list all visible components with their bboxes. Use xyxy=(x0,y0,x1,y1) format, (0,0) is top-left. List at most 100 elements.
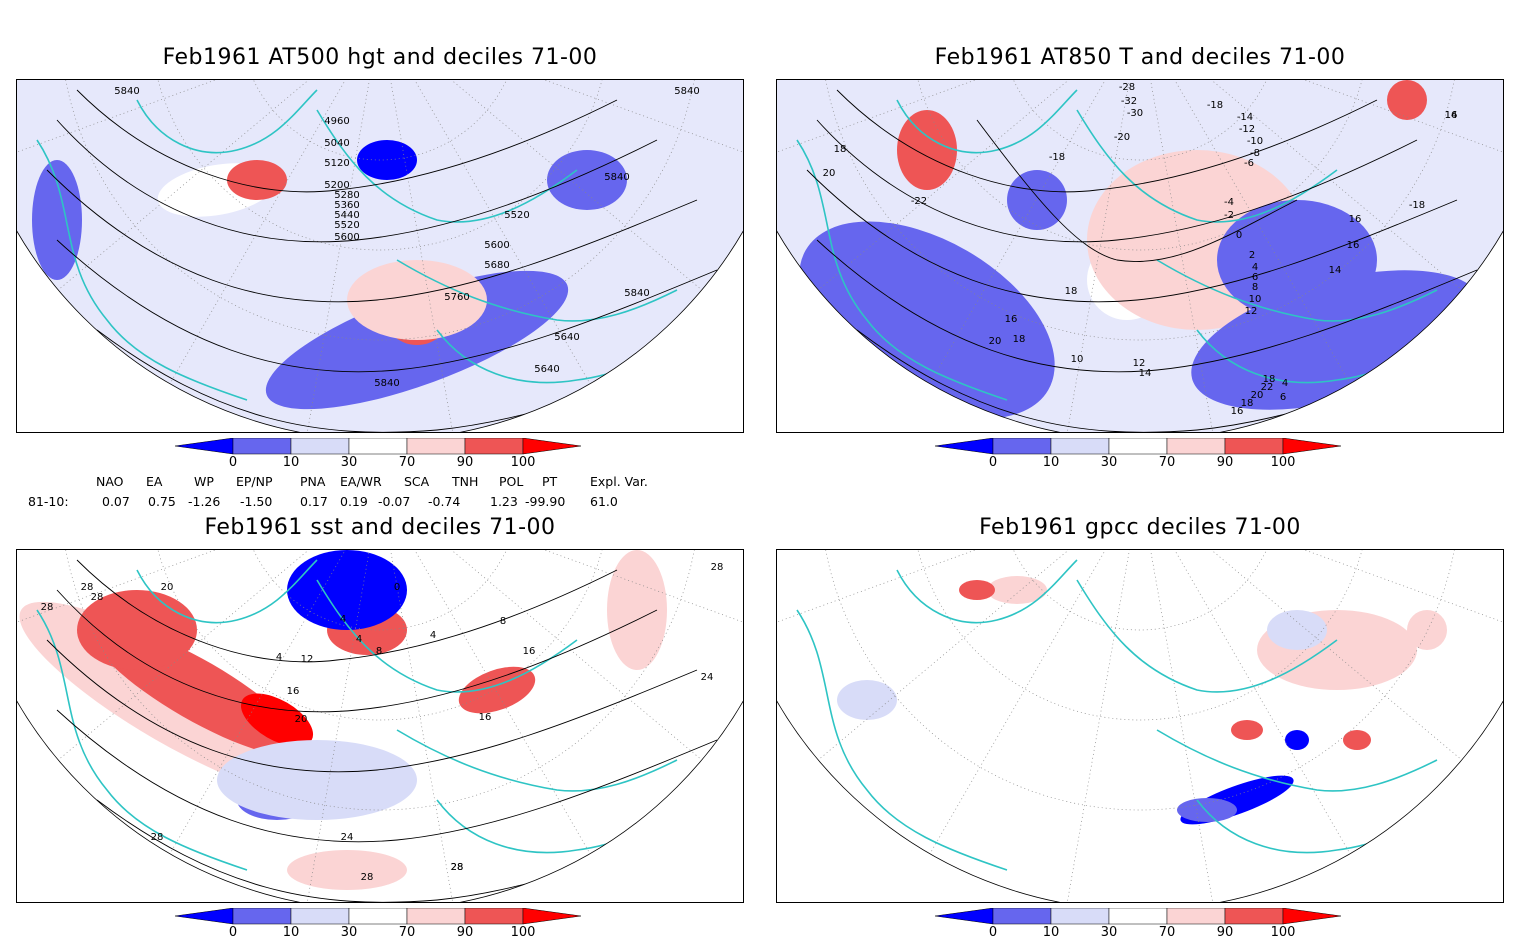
contour-label: 4960 xyxy=(324,116,349,127)
contour-label: 16 xyxy=(1445,110,1458,121)
colorbar-tick-label: 10 xyxy=(282,455,300,470)
longitude-gridline xyxy=(1059,550,1141,902)
colorbar-swatch xyxy=(1166,437,1226,455)
coastline-path xyxy=(1156,259,1438,322)
colorbar-swatches xyxy=(174,907,582,925)
panel-title-p4: Feb1961 gpcc deciles 71-00 xyxy=(979,515,1301,540)
contour-label: 22 xyxy=(1261,382,1274,393)
longitude-gridline xyxy=(299,550,381,902)
contour-label: -10 xyxy=(1247,136,1263,147)
colorbar-tick-label: 90 xyxy=(1216,925,1234,940)
coastline-path xyxy=(896,559,1078,624)
index-header: SCA xyxy=(404,474,430,489)
contour-line xyxy=(56,119,658,243)
decile-anomaly-shading xyxy=(1007,170,1067,230)
contour-label: 20 xyxy=(161,582,174,593)
colorbar-swatch xyxy=(290,907,350,925)
coastline-path xyxy=(36,139,248,401)
coastline-path xyxy=(1076,109,1338,223)
index-value: 0.17 xyxy=(300,494,328,509)
colorbar-swatch xyxy=(1050,907,1110,925)
contour-label: -18 xyxy=(1409,200,1425,211)
decile-anomaly-shading xyxy=(1285,730,1309,750)
contour-label: 14 xyxy=(1329,265,1342,276)
colorbar-tick-label: 10 xyxy=(1042,455,1060,470)
decile-anomaly-shading xyxy=(897,110,957,190)
contour-label: 14 xyxy=(1139,368,1152,379)
colorbar-tick-label: 30 xyxy=(1100,925,1118,940)
contour-label: 5640 xyxy=(534,364,559,375)
colorbar-swatches xyxy=(174,437,582,455)
contour-label: -4 xyxy=(1224,197,1234,208)
map-panel-p1: 5840 4960 5040 5120 5200 5280 5360 5440 5520 5600… xyxy=(16,79,744,433)
decile-anomaly-shading xyxy=(837,680,897,720)
decile-anomaly-shading xyxy=(1387,80,1427,120)
colorbar-p1: 0 10 30 70 90 100 xyxy=(174,437,585,478)
contour-label: 4 xyxy=(1252,262,1258,273)
map-panel-p2: -28 -32 -30 -18 -14 -12 -10 -8 -20 -6 -18 -4 -2 0 2 4 6 8… xyxy=(776,79,1504,433)
colorbar-p2: 0 10 30 70 90 100 xyxy=(934,437,1345,478)
longitude-gridline xyxy=(379,550,461,902)
colorbar-swatch xyxy=(348,437,408,455)
colorbar-p3: 0 10 30 70 90 100 xyxy=(174,907,585,948)
colorbar-swatch xyxy=(348,907,408,925)
index-header: WP xyxy=(194,474,214,489)
decile-anomaly-shading xyxy=(607,550,667,670)
contour-label: 5680 xyxy=(484,260,509,271)
index-header: PNA xyxy=(300,474,326,489)
coastline-path xyxy=(316,109,578,223)
colorbar-swatch xyxy=(406,907,466,925)
contour-label: 5840 xyxy=(374,378,399,389)
contour-label: 4 xyxy=(430,630,436,641)
contour-label: -8 xyxy=(1250,148,1260,159)
contour-label: 5640 xyxy=(554,332,579,343)
contour-label: -28 xyxy=(1119,82,1135,93)
longitude-gridline xyxy=(1139,550,1221,902)
coastline-path xyxy=(136,89,318,154)
longitude-gridline xyxy=(1139,80,1371,419)
contour-label: 4 xyxy=(356,634,362,645)
colorbar-swatch xyxy=(464,437,524,455)
contour-label: 16 xyxy=(479,712,492,723)
decile-anomaly-shading xyxy=(1343,730,1371,750)
index-header: EP/NP xyxy=(236,474,273,489)
colorbar-swatch xyxy=(232,437,292,455)
contour-label: 8 xyxy=(500,616,506,627)
decile-anomaly-shading xyxy=(959,580,995,600)
contour-label: 28 xyxy=(361,872,374,883)
coastline-path xyxy=(1076,579,1338,693)
decile-anomaly-shading xyxy=(1177,798,1237,822)
contour-label: 0 xyxy=(394,582,400,593)
panel-title-p2: Feb1961 AT850 T and deciles 71-00 xyxy=(934,45,1346,70)
contour-label: 16 xyxy=(1005,314,1018,325)
contour-label: 18 xyxy=(834,144,847,155)
index-header: EA/WR xyxy=(340,474,382,489)
contour-label: 8 xyxy=(1252,282,1258,293)
contour-label: 4 xyxy=(1282,378,1288,389)
index-value: -1.50 xyxy=(240,494,273,509)
decile-anomaly-shading xyxy=(987,576,1047,604)
contour-label: 5040 xyxy=(324,138,349,149)
colorbar-swatch xyxy=(174,907,234,925)
contour-line xyxy=(806,169,1458,303)
contour-label: -22 xyxy=(911,196,927,207)
decile-anomaly-shading xyxy=(77,590,197,670)
contour-label: 5440 xyxy=(334,210,359,221)
index-row-label: 81-10: xyxy=(28,494,69,509)
colorbar-tick-label: 100 xyxy=(510,925,536,940)
contour-label: 10 xyxy=(1249,294,1262,305)
index-value: 61.0 xyxy=(590,494,618,509)
coastline-path xyxy=(396,729,678,792)
colorbar-tick-label: 70 xyxy=(1158,455,1176,470)
contour-line xyxy=(56,239,718,373)
colorbar-swatches xyxy=(934,907,1342,925)
contour-label: 16 xyxy=(1349,214,1362,225)
colorbar-tick-label: 100 xyxy=(510,455,536,470)
colorbar-tick-label: 30 xyxy=(340,455,358,470)
contour-line xyxy=(816,119,1418,243)
colorbar-tick-label: 90 xyxy=(1216,455,1234,470)
longitude-gridline xyxy=(149,550,381,889)
contour-label: 20 xyxy=(1251,390,1264,401)
contour-label: 5280 xyxy=(334,190,359,201)
decile-anomaly-shading xyxy=(347,260,487,340)
